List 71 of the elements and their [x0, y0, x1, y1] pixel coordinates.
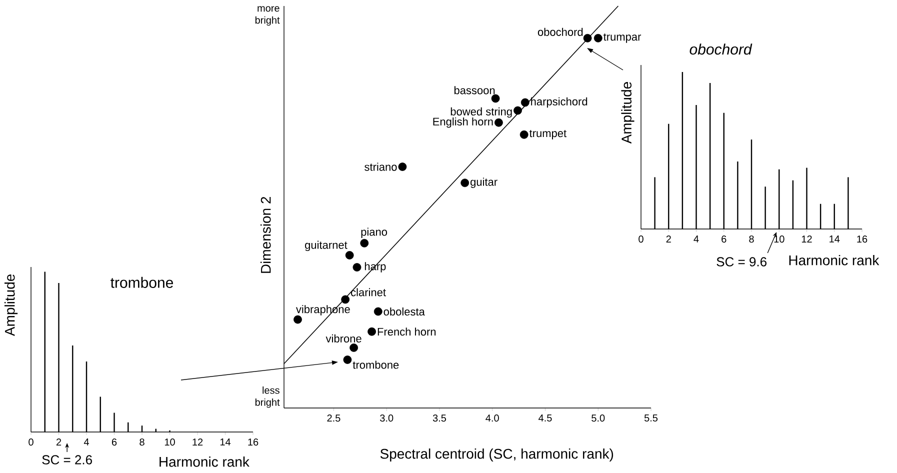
series-label: English horn: [433, 117, 493, 128]
point: [520, 130, 528, 139]
chart-title: obochord: [690, 44, 752, 55]
x-tick-label: 0: [638, 236, 644, 243]
point: [352, 263, 362, 272]
x-tick-label: 0: [28, 438, 34, 446]
point: [594, 34, 602, 42]
point: [343, 356, 352, 364]
series-label: obolesta: [384, 307, 425, 316]
point: [520, 98, 530, 107]
series-label: bassoon: [454, 86, 495, 94]
point: [345, 251, 354, 260]
text: more bright: [255, 6, 280, 26]
point: [341, 295, 350, 304]
point: [350, 343, 358, 352]
x-tick-label: 4: [84, 438, 89, 446]
annotation: SC = 2.6: [42, 455, 92, 464]
x-axis-title: Harmonic rank: [789, 255, 880, 266]
series-label: trumpet: [529, 130, 566, 140]
series-label: obochord: [538, 28, 583, 36]
x-tick-label: 3.0: [380, 414, 394, 422]
series-label: guitarnet: [305, 240, 348, 252]
x-tick-label: 8: [749, 236, 754, 243]
x-tick-label: 2: [666, 236, 671, 243]
x-tick-label: 4: [694, 236, 699, 242]
y-axis-title: Amplitude: [4, 274, 18, 336]
point: [294, 315, 302, 324]
x-tick-label: 5.5: [644, 414, 658, 422]
point: [494, 118, 503, 127]
point: [368, 327, 376, 336]
x-tick-label: 16: [857, 236, 868, 243]
x-tick-label: 2: [56, 438, 62, 446]
x-tick-label: 10: [164, 438, 175, 446]
x-tick-label: 2.5: [327, 414, 340, 422]
x-tick-label: 12: [192, 438, 203, 446]
x-tick-label: 6: [112, 438, 117, 446]
point: [398, 162, 407, 171]
x-tick-label: 10: [774, 236, 784, 243]
series-label: piano: [361, 228, 388, 238]
x-axis-title: Harmonic rank: [160, 456, 250, 467]
x-tick-label: 16: [248, 438, 258, 446]
series-label: vibrone: [326, 334, 362, 342]
y-axis-title: Amplitude: [621, 82, 634, 144]
point: [360, 238, 369, 248]
annotation: SC = 9.6: [716, 257, 766, 266]
x-tick-label: 3.5: [432, 414, 446, 422]
series-label: trumpar: [603, 33, 642, 43]
point: [374, 307, 382, 316]
series-label: trombone: [352, 360, 399, 369]
chart-title: trombone: [110, 276, 174, 288]
series-label: harpsichord: [531, 97, 588, 108]
y-axis-title: Dimension 2: [260, 196, 271, 273]
series-label: clarinet: [351, 288, 386, 296]
point: [583, 34, 592, 42]
x-tick-label: 8: [140, 438, 144, 446]
x-tick-label: 14: [830, 236, 840, 242]
series-label: striano: [364, 162, 397, 171]
series-label: bowed string: [450, 107, 512, 118]
x-tick-label: 12: [802, 236, 812, 243]
text: less bright: [255, 386, 280, 408]
x-tick-label: 4.5: [538, 414, 552, 422]
x-tick-label: 4.0: [486, 414, 499, 422]
x-tick-label: 5.0: [592, 414, 605, 422]
x-axis-title: Spectral centroid (SC, harmonic rank): [380, 448, 614, 462]
point: [460, 178, 470, 188]
x-tick-label: 14: [220, 438, 231, 446]
point: [514, 106, 522, 115]
x-tick-label: 6: [722, 236, 726, 243]
series-label: guitar: [470, 178, 498, 188]
point: [491, 94, 500, 103]
series-label: French horn: [378, 328, 436, 336]
